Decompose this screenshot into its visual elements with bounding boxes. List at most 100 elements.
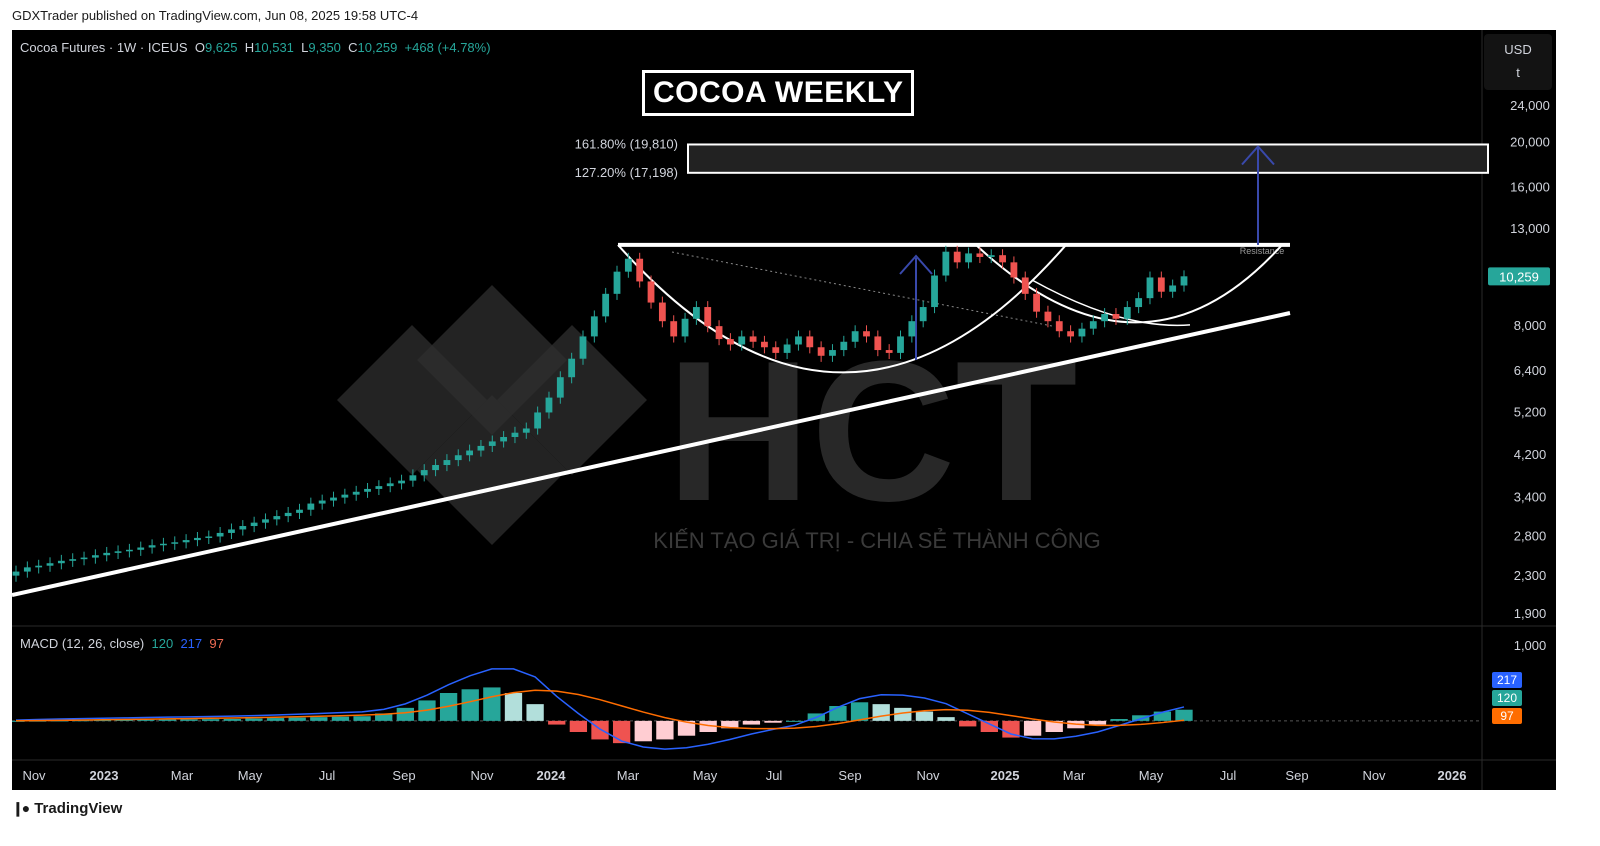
candle-body [1157,277,1165,292]
candle-body [91,555,99,558]
macd-hist-bar [1045,720,1063,732]
candle-body [35,565,43,568]
candle-body [919,307,927,322]
macd-hist-bar [937,717,955,721]
candle-body [398,480,405,484]
macd-signal-value: 97 [209,636,224,651]
candle-body [466,450,473,456]
candle-body [681,318,689,337]
candle-body [69,559,77,561]
watermark-logo-text: HCT [666,320,1077,543]
candle-body [318,500,326,504]
candle-body [1112,313,1120,319]
time-tick-11: Sep [838,768,861,783]
candle-body [897,336,904,353]
high-value: 10,531 [254,40,294,55]
candle-body [817,347,825,356]
candle-body [976,253,984,257]
price-tick-5: 8,000 [1514,318,1547,333]
signal-badge-bg [1492,708,1522,724]
macd-hist-bar [288,717,306,721]
time-tick-2: Mar [171,768,194,783]
macd-hist-bar [786,720,804,722]
candle-body [364,488,371,492]
candle-body [715,326,723,340]
macd-hist-bar [504,693,523,721]
hist-badge: 120 [1497,691,1517,705]
candle-body [103,552,111,556]
macd-hist-bar [634,720,652,742]
time-tick-8: Mar [617,768,640,783]
candle-body [806,336,814,348]
macd-hist-bar [850,702,869,721]
tradingview-logo-icon: ❙● [12,800,30,816]
macd-hist-bar [223,719,241,721]
candle-body [727,339,734,345]
candle-body [46,563,54,566]
macd-hist-bar [721,720,739,729]
price-tick-10: 2,800 [1514,528,1547,543]
macd-hist-bar [353,716,371,721]
candle-body [239,526,247,530]
time-tick-16: Jul [1220,768,1237,783]
candle-body [749,336,757,342]
macd-hist-bar [677,720,696,736]
time-tick-12: Nov [916,768,940,783]
cup-arc-1 [617,244,1067,374]
candle-body [1101,313,1109,322]
candle-body [987,255,995,257]
candle-body [307,503,315,510]
macd-hist-bar [872,704,890,721]
candle-body [545,397,553,413]
candle-body [137,547,145,550]
candle-body [931,275,938,308]
macd-hist-bar [180,719,198,721]
macd-badge: 217 [1497,673,1517,687]
candle-body [1044,311,1052,322]
macd-hist-bar [483,687,501,721]
symbol-name: Cocoa Futures · 1W · ICEUS [20,40,188,55]
candle-body [511,432,519,438]
candle-body [942,251,950,276]
candle-body [840,341,848,351]
open-label: O [194,40,205,55]
candle-body [228,529,235,533]
candle-body [999,255,1006,263]
candle-body [12,571,20,576]
candle-body [500,437,508,442]
candle-body [352,491,360,495]
price-tick-9: 3,400 [1514,490,1547,505]
candle-body [1146,277,1154,299]
candle-body [1033,293,1040,312]
candle-body [375,486,383,489]
footer: ❙● TradingView [12,800,122,817]
candle-body [284,512,292,517]
fib-zone [687,143,1489,174]
candle-body [522,428,530,433]
macd-badge-bg [1492,672,1522,688]
candle-body [885,350,893,353]
chart-panel[interactable]: HCT KIẾN TẠO GIÁ TRỊ - CHIA SẺ THÀNH CÔNG… [12,30,1556,790]
candle-body [443,460,451,466]
macd-hist-bar [115,719,133,721]
close-label: C [348,40,358,55]
candle-body [965,253,972,263]
candle-body [194,537,201,541]
dotted-trendline [671,251,1053,327]
candle-body [488,441,496,446]
candle-body [1123,307,1131,319]
last-price-badge [1488,267,1550,286]
time-tick-14: Mar [1063,768,1086,783]
candle-body [216,532,224,537]
candle-body [704,307,712,327]
price-tick-6: 6,400 [1514,363,1547,378]
candle-body [57,560,65,564]
currency-selector[interactable]: USD t [1484,34,1552,90]
fib-label-1: 127.20% (17,198) [575,165,678,180]
price-tick-3: 13,000 [1510,221,1550,236]
ascending-trendline [12,311,1291,597]
candle-body [1089,321,1097,329]
candle-body [330,497,337,501]
candle-body [692,307,700,319]
